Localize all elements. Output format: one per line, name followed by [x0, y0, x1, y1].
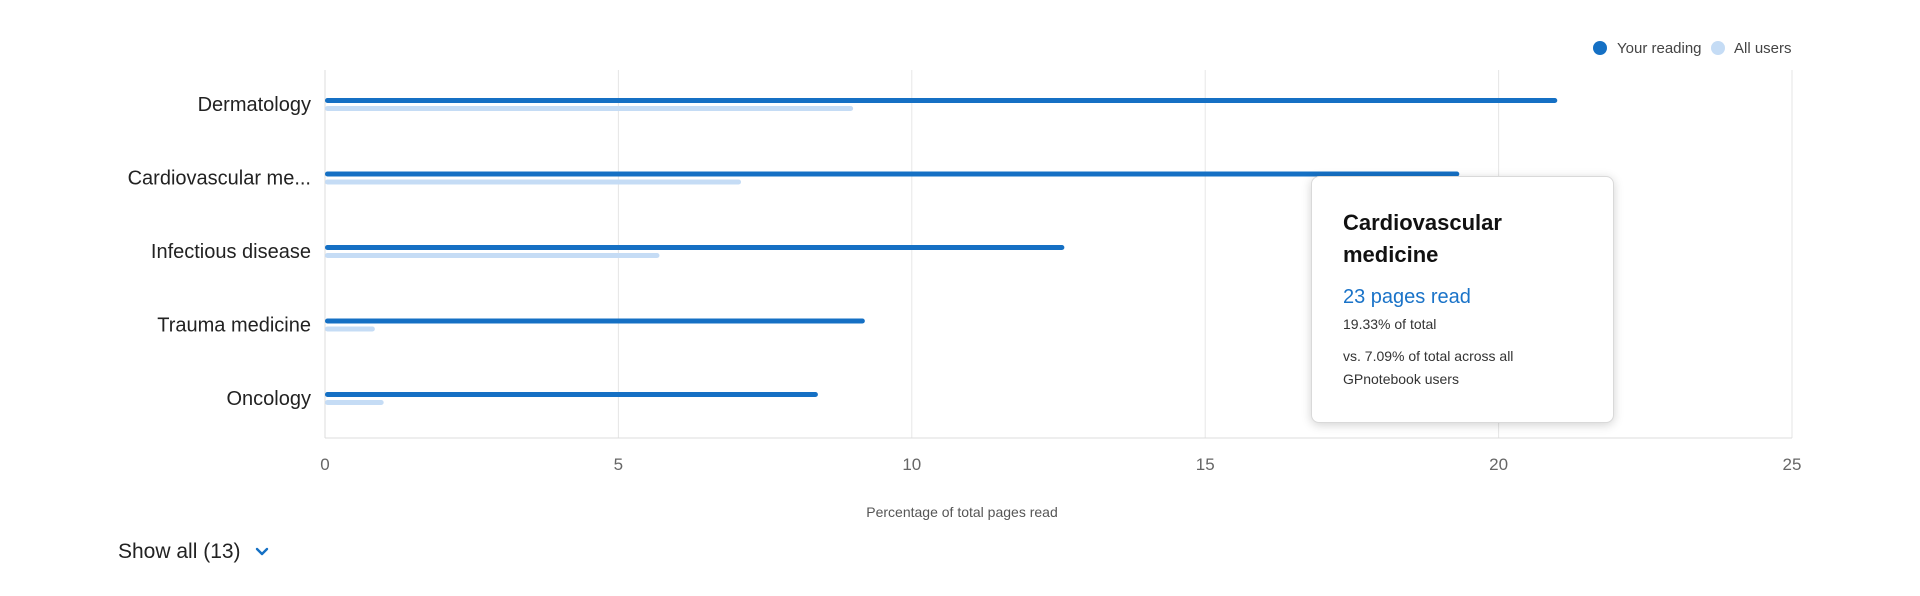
- bar-all-users: [325, 400, 384, 405]
- show-all-button[interactable]: Show all (13): [118, 540, 269, 564]
- legend-label: Your reading: [1617, 40, 1702, 57]
- tooltip-percent: 19.33% of total: [1343, 316, 1437, 332]
- bar-your-reading: [325, 98, 1558, 103]
- chevron-down-icon: [255, 547, 268, 556]
- x-tick-label: 25: [1783, 455, 1802, 474]
- bar-your-reading: [325, 171, 1460, 177]
- x-axis-title: Percentage of total pages read: [866, 504, 1057, 520]
- tooltip-title: Cardiovascular medicine: [1343, 210, 1502, 267]
- legend-label: All users: [1734, 40, 1792, 57]
- legend-swatch: [1711, 41, 1725, 55]
- x-tick-label: 5: [614, 455, 623, 474]
- category-label: Dermatology: [198, 94, 311, 116]
- bar-your-reading: [325, 245, 1065, 250]
- x-tick-label: 20: [1489, 455, 1508, 474]
- category-label: Infectious disease: [151, 241, 311, 263]
- tooltip-comparison: vs. 7.09% of total across all GPnotebook…: [1343, 348, 1514, 387]
- category-label: Trauma medicine: [157, 315, 311, 337]
- x-tick-label: 10: [902, 455, 921, 474]
- x-tick-label: 0: [320, 455, 329, 474]
- show-all-label: Show all (13): [118, 540, 241, 563]
- bar-your-reading: [325, 392, 818, 397]
- bar-your-reading: [325, 318, 865, 324]
- bar-all-users: [325, 179, 742, 185]
- category-label: Cardiovascular me...: [128, 168, 311, 190]
- bar-all-users: [325, 253, 660, 258]
- bar-all-users: [325, 326, 375, 332]
- tooltip-pages-read: 23 pages read: [1343, 286, 1471, 308]
- category-label: Oncology: [227, 388, 312, 410]
- chart-tooltip: Cardiovascular medicine 23 pages read 19…: [1311, 176, 1614, 423]
- legend-swatch: [1593, 41, 1607, 55]
- x-tick-label: 15: [1196, 455, 1215, 474]
- bar-all-users: [325, 106, 854, 111]
